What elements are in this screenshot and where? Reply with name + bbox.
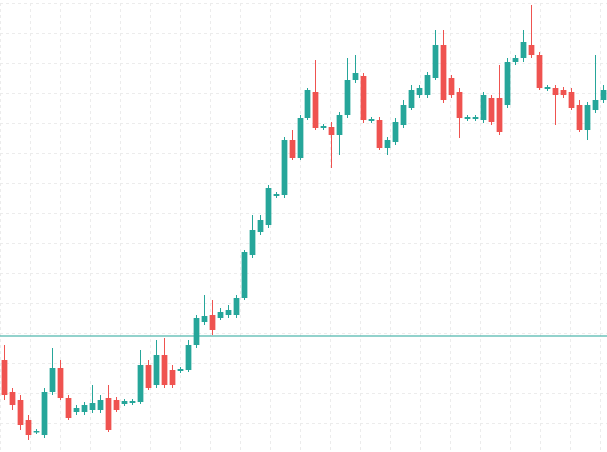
candle-body [105, 398, 112, 430]
candle-body [408, 90, 415, 108]
candle-body [584, 105, 591, 130]
candle-body [472, 117, 479, 119]
candle-body [153, 355, 160, 385]
candle-body [73, 408, 80, 412]
candle-body [241, 252, 248, 298]
candle-body [9, 392, 16, 405]
candle-body [161, 355, 168, 385]
candle-body [257, 220, 264, 232]
candle-body [217, 312, 224, 318]
candle-body [592, 100, 599, 110]
candle-body [480, 95, 487, 120]
candle-body [392, 122, 399, 142]
candle-body [312, 92, 319, 128]
candle-body [456, 92, 463, 118]
candle-body [528, 45, 535, 55]
candle-body [289, 140, 296, 158]
candle-body [512, 58, 519, 62]
candle-body [336, 115, 343, 135]
candle-body [297, 118, 304, 158]
candle-body [81, 405, 88, 412]
candle-body [496, 98, 503, 132]
candle-body [25, 420, 32, 435]
candle-body [384, 140, 391, 148]
candle-body [65, 398, 72, 418]
candle-body [57, 368, 64, 398]
candle-body [576, 105, 583, 130]
candle-body [448, 78, 455, 95]
candle-body [400, 105, 407, 125]
candle-body [368, 119, 375, 121]
candle-body [600, 90, 607, 100]
candle-body [352, 73, 359, 80]
candle-body [41, 392, 48, 435]
candle-body [304, 90, 311, 118]
candle-body [504, 62, 511, 105]
candle-body [49, 368, 56, 392]
candle-body [344, 80, 351, 115]
candle-body [273, 194, 280, 196]
candle-body [1, 360, 8, 395]
candle-body [33, 431, 40, 433]
candle-body [169, 370, 176, 385]
candle-body [121, 401, 128, 404]
candle-body [201, 316, 208, 322]
candle-body [265, 188, 272, 225]
candle-body [488, 98, 495, 122]
candle-body [544, 87, 551, 89]
candle-body [536, 55, 543, 88]
candle-body [560, 90, 567, 95]
candle-body [552, 88, 559, 95]
candle-body [520, 42, 527, 58]
candle-body [17, 400, 24, 425]
candle-body [432, 45, 439, 78]
candle-body [177, 369, 184, 371]
candle-body [464, 117, 471, 119]
candle-body [568, 92, 575, 108]
candle-body [360, 76, 367, 120]
candle-body [89, 403, 96, 410]
candle-body [249, 230, 256, 255]
candle-body [233, 298, 240, 315]
candle-body [424, 75, 431, 95]
candle-body [328, 127, 335, 135]
candle-body [145, 365, 152, 388]
candle-body [137, 365, 144, 402]
candle-body [113, 400, 120, 410]
candle-body [185, 345, 192, 370]
candle-body [129, 401, 136, 403]
candle-body [320, 126, 327, 128]
candle-body [225, 310, 232, 315]
candle-body [209, 315, 216, 330]
candle-body [440, 45, 447, 100]
candle-body [416, 88, 423, 95]
candle-body [281, 140, 288, 195]
candle-body [193, 318, 200, 345]
candle-body [97, 400, 104, 410]
candle-body [376, 120, 383, 148]
